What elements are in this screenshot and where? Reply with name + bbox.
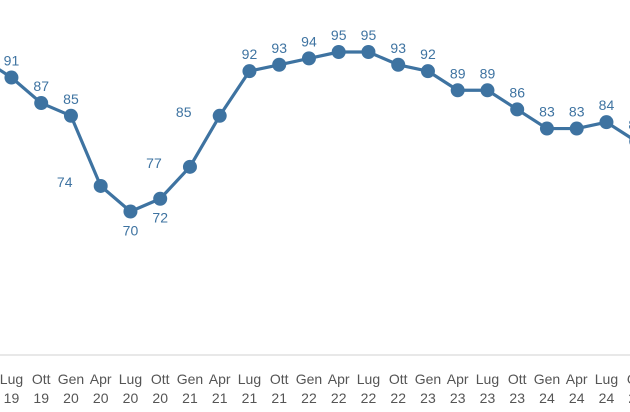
data-label: 87 bbox=[33, 78, 49, 94]
data-point bbox=[4, 70, 19, 85]
data-point bbox=[450, 83, 465, 98]
data-labels: 9491878574707277859293949595939289898683… bbox=[4, 27, 630, 239]
x-tick-label: Apr bbox=[566, 371, 588, 387]
x-tick-label: Lug bbox=[595, 371, 618, 387]
x-tick-label: Ott bbox=[32, 371, 51, 387]
x-tick-year-label: 20 bbox=[93, 390, 109, 406]
x-tick-year-label: 23 bbox=[420, 390, 436, 406]
x-tick-label: Lug bbox=[0, 371, 23, 387]
x-tick-year-label: 24 bbox=[569, 390, 585, 406]
data-point bbox=[361, 45, 376, 59]
x-tick-label: Ott bbox=[389, 371, 408, 387]
x-tick-label: Lug bbox=[357, 371, 380, 387]
x-tick-year-label: 20 bbox=[63, 390, 79, 406]
data-point bbox=[539, 121, 554, 136]
data-label: 89 bbox=[480, 65, 496, 81]
data-label: 84 bbox=[599, 97, 615, 113]
data-point bbox=[272, 57, 287, 72]
x-tick-year-label: 23 bbox=[450, 390, 466, 406]
data-label: 77 bbox=[146, 155, 162, 171]
x-tick-year-label: 21 bbox=[182, 390, 198, 406]
data-label: 83 bbox=[569, 104, 585, 120]
data-point bbox=[569, 121, 584, 136]
data-label: 95 bbox=[361, 27, 377, 43]
x-tick-label: Lug bbox=[238, 371, 261, 387]
x-tick-label: Gen bbox=[296, 371, 322, 387]
data-label: 72 bbox=[152, 210, 168, 226]
x-tick-label: Apr bbox=[447, 371, 469, 387]
x-tick-label: Apr bbox=[328, 371, 350, 387]
x-tick-label: Gen bbox=[177, 371, 203, 387]
x-tick-year-label: 22 bbox=[361, 390, 377, 406]
x-tick-label: Lug bbox=[119, 371, 142, 387]
data-point bbox=[391, 57, 406, 72]
x-tick-year-label: 22 bbox=[331, 390, 347, 406]
x-tick-label: Apr bbox=[209, 371, 231, 387]
data-point bbox=[510, 102, 525, 117]
data-point bbox=[331, 45, 346, 59]
data-label: 91 bbox=[4, 53, 20, 69]
x-tick-label: Ott bbox=[508, 371, 527, 387]
data-point bbox=[242, 64, 257, 79]
data-point bbox=[480, 83, 495, 98]
x-tick-label: Apr bbox=[90, 371, 112, 387]
data-label: 86 bbox=[509, 84, 525, 100]
data-point bbox=[212, 108, 227, 123]
x-tick-year-label: 24 bbox=[628, 390, 630, 406]
x-tick-label: Ott bbox=[151, 371, 170, 387]
x-tick-label: Lug bbox=[476, 371, 499, 387]
data-point bbox=[34, 96, 49, 111]
data-point bbox=[301, 51, 316, 66]
data-label: 93 bbox=[390, 40, 406, 56]
x-tick-label: Gen bbox=[58, 371, 84, 387]
data-label: 94 bbox=[301, 33, 317, 49]
data-point bbox=[123, 204, 138, 219]
x-tick-label: Ott bbox=[627, 371, 630, 387]
data-label: 92 bbox=[420, 46, 436, 62]
x-tick-year-label: 19 bbox=[4, 390, 20, 406]
series-group bbox=[0, 45, 630, 219]
x-tick-year-label: 20 bbox=[123, 390, 139, 406]
x-tick-label: Gen bbox=[534, 371, 560, 387]
x-tick-labels: Apr19Lug19Ott19Gen20Apr20Lug20Ott20Gen21… bbox=[0, 371, 630, 406]
x-tick-year-label: 22 bbox=[390, 390, 406, 406]
x-tick-year-label: 23 bbox=[480, 390, 496, 406]
data-point bbox=[63, 108, 78, 123]
data-label: 74 bbox=[57, 174, 73, 190]
data-point bbox=[599, 115, 614, 130]
x-tick-label: Ott bbox=[270, 371, 289, 387]
data-label: 85 bbox=[63, 91, 79, 107]
data-label: 92 bbox=[242, 46, 258, 62]
data-label: 93 bbox=[271, 40, 287, 56]
data-label: 81 bbox=[628, 116, 630, 132]
x-tick-year-label: 21 bbox=[212, 390, 228, 406]
data-point bbox=[153, 191, 168, 206]
data-label: 83 bbox=[539, 104, 555, 120]
data-label: 85 bbox=[176, 104, 192, 120]
data-point bbox=[420, 64, 435, 79]
x-tick-year-label: 21 bbox=[242, 390, 258, 406]
x-tick-year-label: 20 bbox=[152, 390, 168, 406]
x-tick-year-label: 22 bbox=[301, 390, 317, 406]
data-point bbox=[182, 159, 197, 174]
data-label: 70 bbox=[123, 223, 139, 239]
x-tick-year-label: 24 bbox=[599, 390, 615, 406]
data-point bbox=[93, 178, 108, 193]
x-tick-year-label: 21 bbox=[271, 390, 287, 406]
x-tick-year-label: 23 bbox=[509, 390, 525, 406]
x-tick-year-label: 24 bbox=[539, 390, 555, 406]
x-tick-label: Gen bbox=[415, 371, 441, 387]
x-tick-year-label: 19 bbox=[33, 390, 49, 406]
data-label: 89 bbox=[450, 65, 466, 81]
data-label: 95 bbox=[331, 27, 347, 43]
